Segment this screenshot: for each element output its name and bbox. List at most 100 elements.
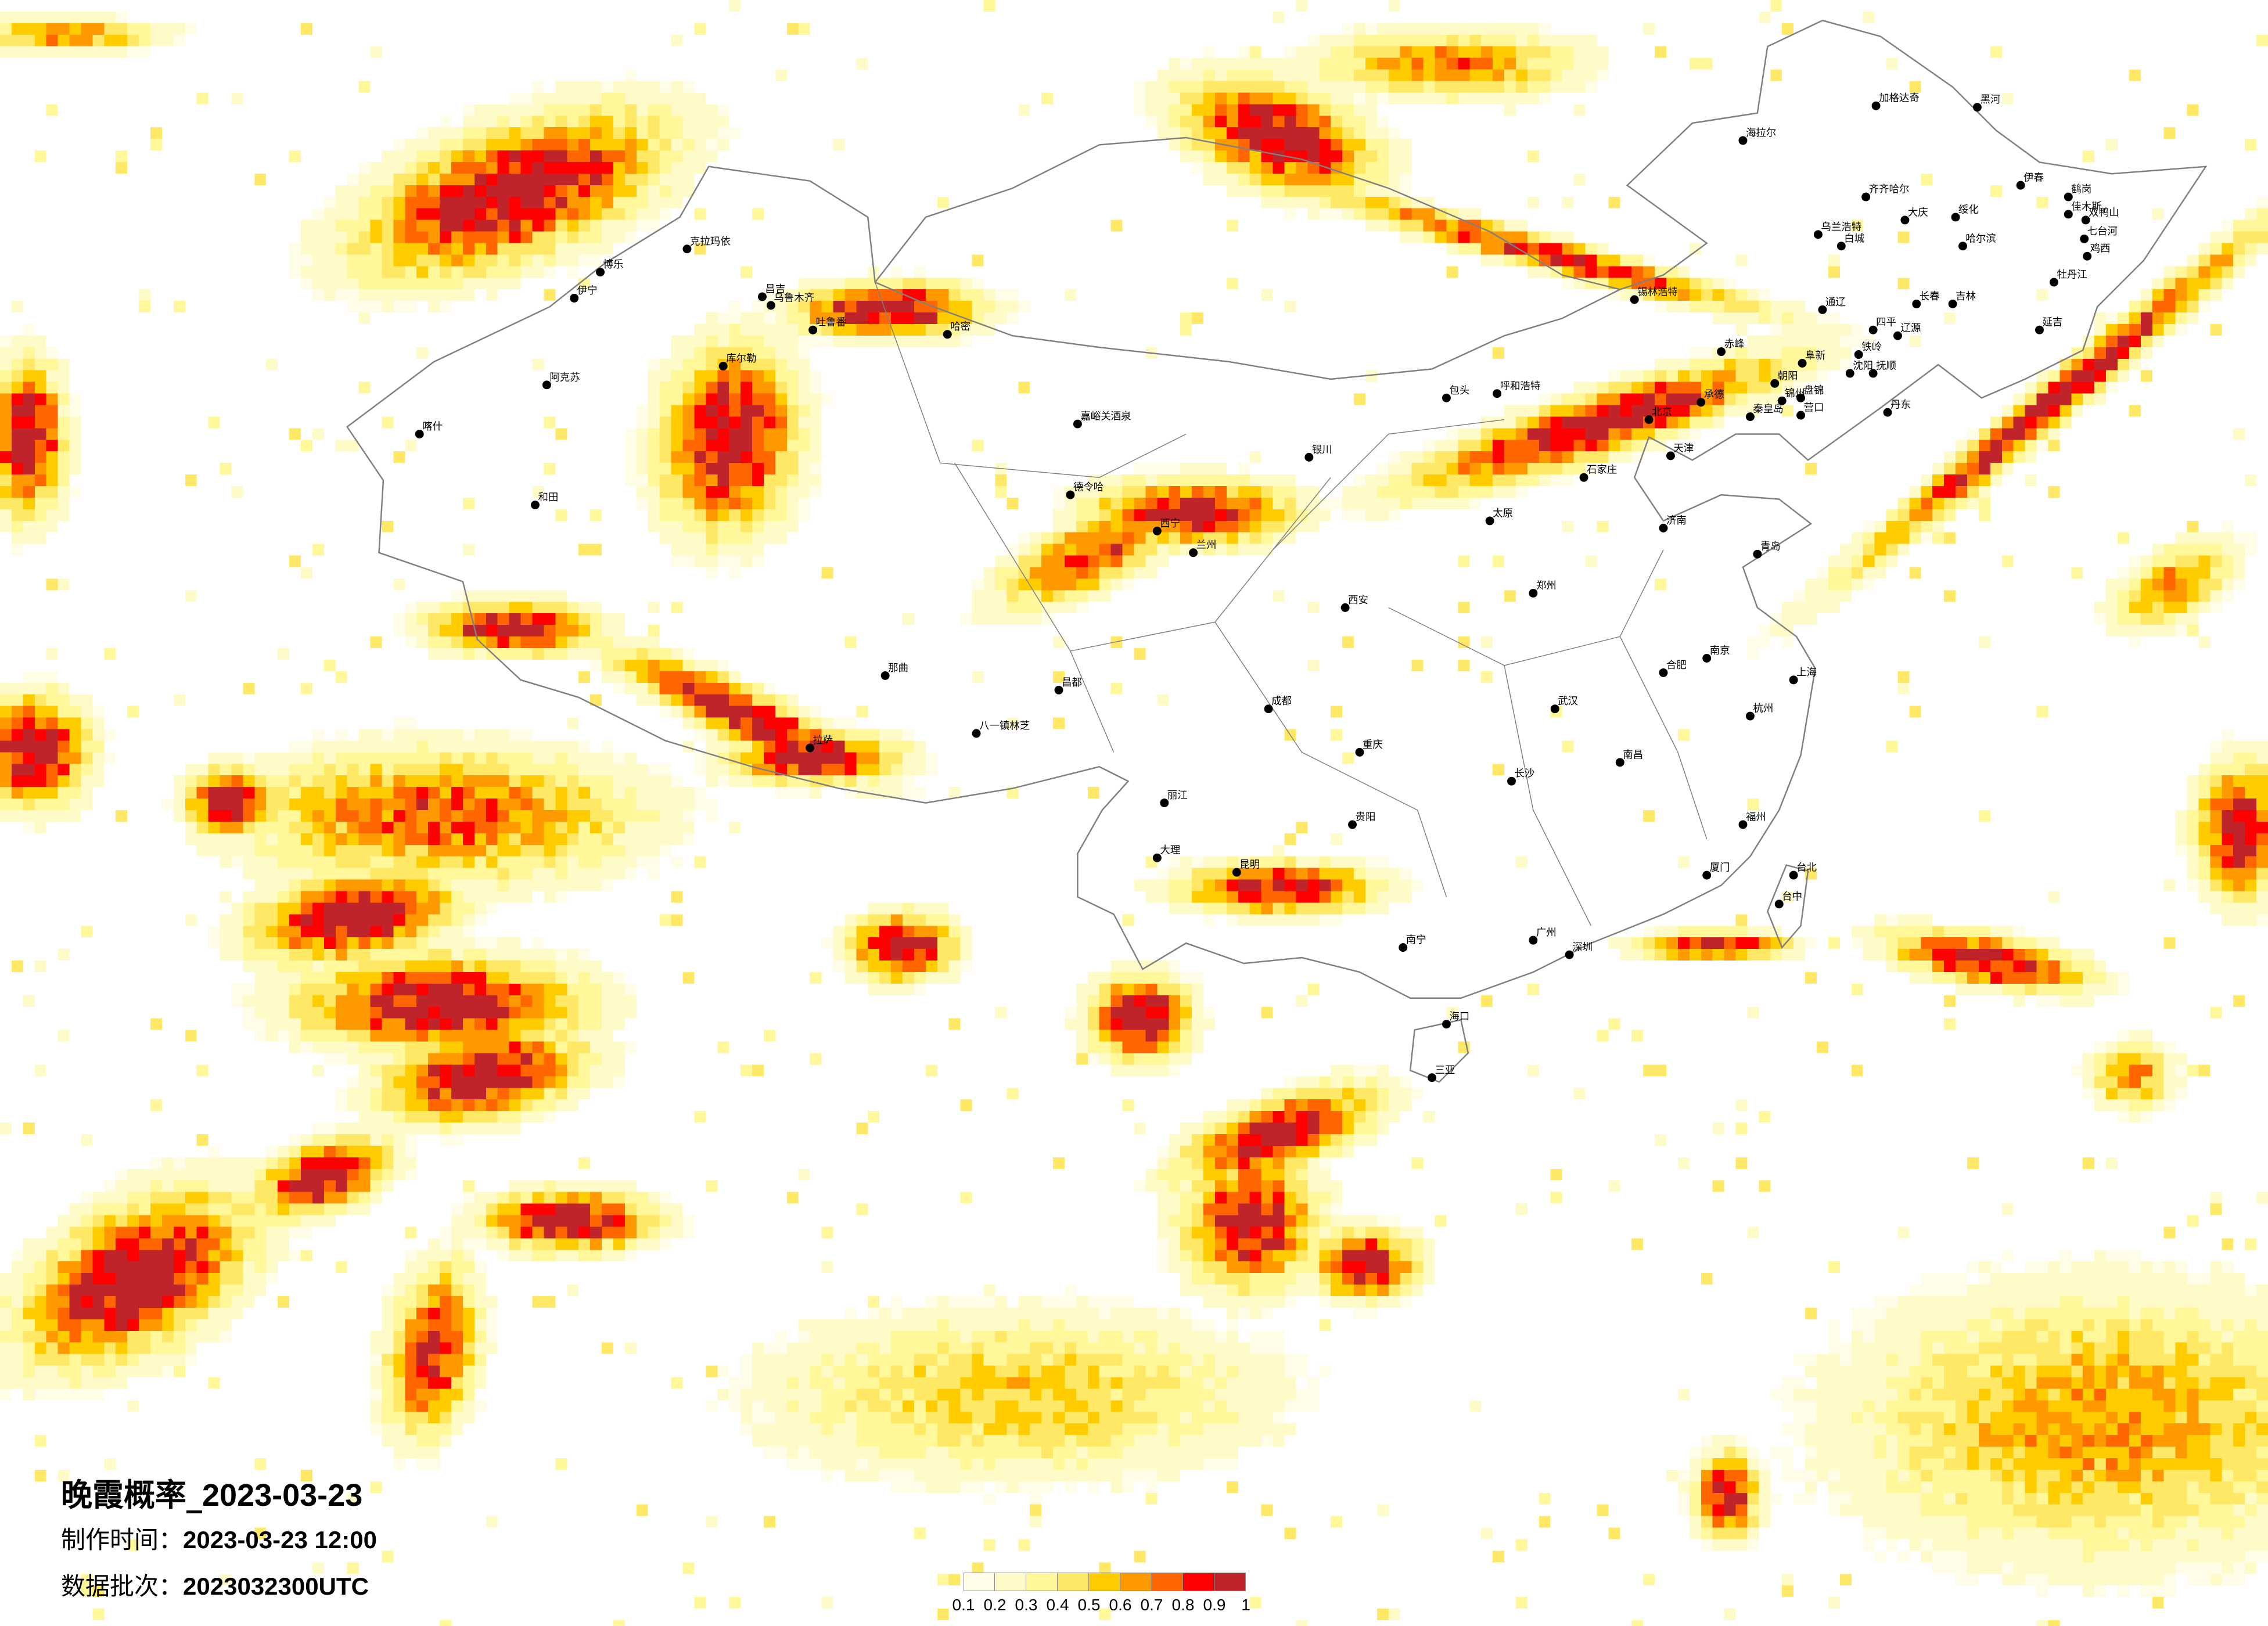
data-batch: 数据批次：2023032300UTC [61, 1567, 369, 1602]
city-label: 福州 [1746, 811, 1766, 823]
city-dot [2081, 215, 2090, 225]
city-dot [1644, 415, 1654, 425]
city-dot [1868, 369, 1878, 378]
legend-label: 0.6 [1109, 1596, 1132, 1614]
city-label: 沈阳 [1853, 360, 1873, 372]
city-label: 兰州 [1196, 539, 1217, 551]
color-legend [964, 1573, 1246, 1591]
city-dot [2035, 325, 2044, 334]
city-label: 台北 [1796, 862, 1817, 874]
city-dot [2064, 210, 2073, 219]
city-label: 白城 [1844, 233, 1864, 244]
city-dot [1738, 820, 1748, 829]
legend-label: 0.9 [1203, 1596, 1226, 1614]
country-borders [346, 19, 2208, 1083]
legend-label: 0.5 [1077, 1596, 1101, 1614]
city-label: 吐鲁番 [816, 317, 846, 329]
city-label: 绥化 [1958, 204, 1979, 215]
city-label: 黑河 [1980, 94, 2000, 106]
city-dot [1428, 1073, 1437, 1082]
city-label: 呼和浩特 [1500, 380, 1541, 392]
city-dot [1836, 242, 1846, 251]
city-label: 哈密 [950, 321, 971, 333]
city-label: 德令哈 [1073, 482, 1104, 494]
city-label: 杭州 [1753, 703, 1773, 715]
city-dot [415, 430, 424, 438]
city-label: 丹东 [1890, 400, 1911, 411]
city-dot [1615, 758, 1624, 767]
data-batch-label: 数据批次： [61, 1572, 184, 1600]
city-dot [1529, 936, 1538, 945]
city-dot [1745, 412, 1755, 422]
city-label: 佳木斯 [2071, 201, 2101, 213]
legend-swatch [1089, 1573, 1120, 1591]
city-dot [1264, 704, 1273, 714]
city-label: 哈尔滨 [1965, 233, 1996, 244]
city-label: 七台河 [2087, 226, 2118, 238]
city-dot [1355, 747, 1364, 757]
city-label: 海拉尔 [1746, 127, 1776, 139]
city-dot [1485, 516, 1494, 526]
city-label: 长沙 [1514, 768, 1534, 780]
city-dot [2016, 181, 2025, 190]
city-dot [1818, 305, 1827, 314]
legend-swatch [995, 1573, 1026, 1591]
city-label: 加格达奇 [1879, 93, 1920, 105]
city-label: 盘锦 [1804, 385, 1824, 397]
city-label: 重庆 [1363, 739, 1383, 751]
city-label: 武汉 [1558, 696, 1578, 707]
city-label: 成都 [1271, 696, 1292, 707]
city-label: 喀什 [422, 421, 443, 433]
city-dot [570, 293, 579, 303]
city-label: 吉林 [1956, 291, 1976, 303]
city-dot [1160, 798, 1169, 808]
city-label: 双鸭山 [2089, 207, 2119, 218]
city-label: 库尔勒 [726, 353, 756, 365]
china-border [346, 19, 2208, 999]
city-label: 西安 [1348, 595, 1368, 606]
map-title: 晚霞概率_2023-03-23 [61, 1469, 362, 1515]
made-time-value: 2023-03-23 12:00 [183, 1526, 377, 1553]
city-dot [1073, 419, 1082, 429]
city-dot [1912, 299, 1921, 308]
city-dot [808, 325, 818, 334]
city-label: 鸡西 [2090, 243, 2111, 255]
city-dot [2083, 251, 2092, 261]
legend-swatch [1026, 1573, 1058, 1591]
city-dot [1152, 853, 1162, 862]
city-label: 西宁 [1160, 518, 1180, 530]
city-dot [1659, 668, 1668, 677]
legend-swatch [964, 1573, 995, 1591]
legend-label: 0.3 [1015, 1596, 1038, 1614]
city-label: 贵阳 [1356, 811, 1376, 823]
mongolia-border [874, 136, 1620, 290]
province-lines [875, 282, 1708, 926]
city-label: 延吉 [2042, 317, 2062, 329]
city-label: 阿克苏 [549, 372, 580, 383]
city-label: 石家庄 [1587, 465, 1617, 476]
city-label: 朝阳 [1778, 370, 1798, 382]
city-dot [1777, 396, 1787, 405]
city-dot [1189, 548, 1198, 557]
legend-labels: 0.1 0.2 0.3 0.4 0.5 0.6 0.7 0.8 0.9 1 [953, 1596, 1313, 1619]
city-dot [2080, 234, 2089, 243]
city-dot [757, 292, 767, 301]
title-label: 晚霞概率_ [61, 1477, 202, 1513]
city-dot [1579, 473, 1588, 482]
city-label: 北京 [1652, 406, 1672, 418]
city-dot [1893, 331, 1902, 340]
city-label: 太原 [1493, 508, 1513, 519]
city-dot [1796, 393, 1806, 402]
city-dot [1565, 950, 1574, 959]
city-label: 抚顺 [1876, 360, 1896, 372]
city-dot [1770, 379, 1780, 388]
city-label: 营口 [1804, 402, 1824, 414]
city-label: 那曲 [888, 663, 908, 674]
city-dot [972, 729, 981, 738]
city-dot [1789, 675, 1798, 685]
city-dot [2049, 278, 2058, 287]
city-dot [1883, 408, 1892, 417]
city-label: 乌兰浩特 [1821, 221, 1861, 233]
